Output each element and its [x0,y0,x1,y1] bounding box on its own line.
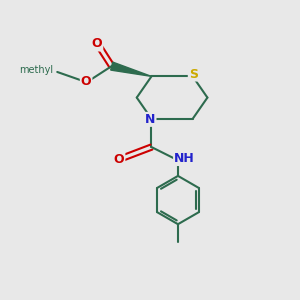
Text: O: O [92,38,102,50]
Text: N: N [145,113,155,126]
Text: S: S [189,68,198,80]
Polygon shape [111,62,152,76]
Text: O: O [114,153,124,166]
Text: O: O [81,75,92,88]
Text: methyl: methyl [20,65,54,76]
Text: NH: NH [174,152,195,165]
